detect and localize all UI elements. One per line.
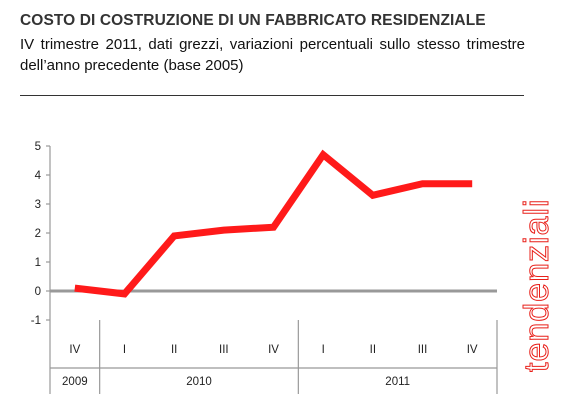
x-tick-label: III xyxy=(418,344,428,356)
x-tick-label: II xyxy=(171,344,177,356)
x-tick-label: II xyxy=(370,344,376,356)
y-axis: -1 0 1 2 3 4 5 xyxy=(31,141,51,394)
series-line xyxy=(74,149,473,298)
year-label: 2011 xyxy=(385,376,410,388)
y-tick-label: 3 xyxy=(35,199,41,211)
chart-subtitle: IV trimestre 2011, dati grezzi, variazio… xyxy=(20,36,525,74)
year-label: 2009 xyxy=(62,376,88,388)
x-tick-label: IV xyxy=(69,344,80,356)
y-tick-label: 1 xyxy=(35,257,41,269)
y-tick-label: 4 xyxy=(35,170,42,182)
year-label: 2010 xyxy=(186,376,212,388)
y-tick-label: 2 xyxy=(35,228,41,240)
x-tick-label: I xyxy=(123,344,126,356)
x-tick-label: III xyxy=(219,344,229,356)
x-tick-label: IV xyxy=(268,344,279,356)
y-tick-label: 0 xyxy=(35,286,41,298)
y-tick-label: 5 xyxy=(35,141,41,153)
y-tick-label: -1 xyxy=(31,315,41,327)
header-divider xyxy=(20,95,524,96)
chart-title: COSTO DI COSTRUZIONE DI UN FABBRICATO RE… xyxy=(20,12,486,29)
series-layer xyxy=(74,149,473,298)
side-label-tendenziali: tendenziali xyxy=(518,198,556,372)
x-tick-label: IV xyxy=(467,344,478,356)
x-tick-label: I xyxy=(322,344,325,356)
